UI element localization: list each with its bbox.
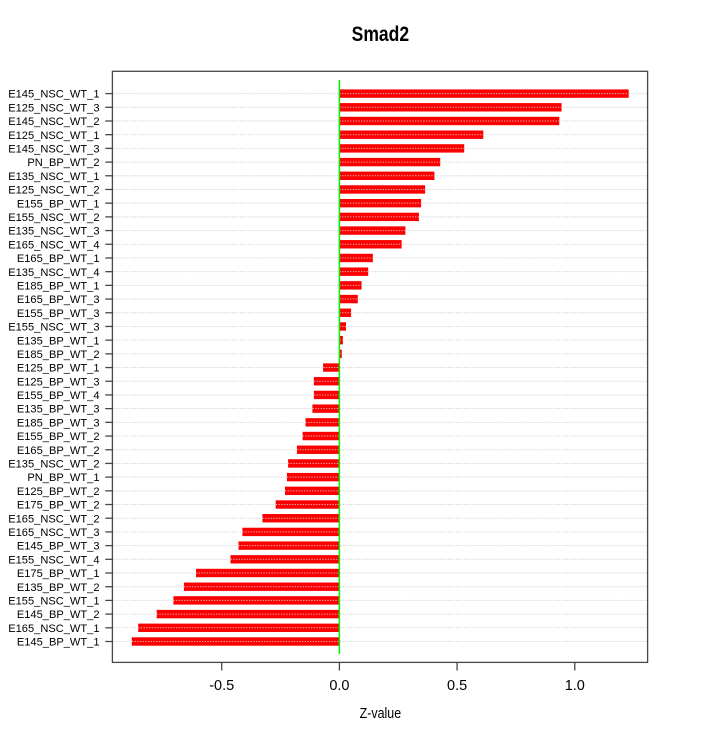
svg-text:E135_BP_WT_3: E135_BP_WT_3	[17, 404, 100, 416]
svg-text:Smad2: Smad2	[352, 22, 410, 46]
svg-text:PN_BP_WT_1: PN_BP_WT_1	[27, 472, 99, 484]
svg-text:E135_NSC_WT_1: E135_NSC_WT_1	[8, 171, 99, 183]
svg-text:E185_BP_WT_2: E185_BP_WT_2	[17, 349, 100, 361]
svg-text:E155_NSC_WT_1: E155_NSC_WT_1	[8, 596, 99, 608]
svg-text:E155_BP_WT_4: E155_BP_WT_4	[17, 390, 100, 402]
svg-text:E155_NSC_WT_3: E155_NSC_WT_3	[8, 322, 99, 334]
svg-text:E135_NSC_WT_4: E135_NSC_WT_4	[8, 267, 99, 279]
svg-text:E165_NSC_WT_1: E165_NSC_WT_1	[8, 623, 99, 635]
svg-text:0.0: 0.0	[329, 678, 349, 694]
svg-text:E145_BP_WT_3: E145_BP_WT_3	[17, 541, 100, 553]
svg-text:E145_NSC_WT_1: E145_NSC_WT_1	[8, 89, 99, 101]
svg-text:E145_NSC_WT_3: E145_NSC_WT_3	[8, 143, 99, 155]
svg-text:E125_BP_WT_2: E125_BP_WT_2	[17, 486, 100, 498]
svg-text:E165_BP_WT_3: E165_BP_WT_3	[17, 294, 100, 306]
svg-text:E125_NSC_WT_1: E125_NSC_WT_1	[8, 130, 99, 142]
svg-text:E165_NSC_WT_4: E165_NSC_WT_4	[8, 239, 99, 251]
svg-text:E175_BP_WT_2: E175_BP_WT_2	[17, 500, 100, 512]
svg-text:E165_NSC_WT_3: E165_NSC_WT_3	[8, 527, 99, 539]
svg-text:E155_NSC_WT_4: E155_NSC_WT_4	[8, 554, 99, 566]
svg-text:E135_NSC_WT_2: E135_NSC_WT_2	[8, 459, 99, 471]
svg-text:E145_NSC_WT_2: E145_NSC_WT_2	[8, 116, 99, 128]
svg-text:E125_NSC_WT_3: E125_NSC_WT_3	[8, 102, 99, 114]
svg-text:E165_BP_WT_2: E165_BP_WT_2	[17, 445, 100, 457]
svg-text:E155_BP_WT_2: E155_BP_WT_2	[17, 431, 100, 443]
svg-text:E125_BP_WT_1: E125_BP_WT_1	[17, 363, 100, 375]
svg-text:0.5: 0.5	[447, 678, 467, 694]
svg-text:E155_BP_WT_3: E155_BP_WT_3	[17, 308, 100, 320]
svg-text:E135_NSC_WT_3: E135_NSC_WT_3	[8, 226, 99, 238]
svg-text:E125_NSC_WT_2: E125_NSC_WT_2	[8, 185, 99, 197]
svg-text:E175_BP_WT_1: E175_BP_WT_1	[17, 568, 100, 580]
svg-text:E165_BP_WT_1: E165_BP_WT_1	[17, 253, 100, 265]
svg-text:E165_NSC_WT_2: E165_NSC_WT_2	[8, 513, 99, 525]
svg-text:Z-value: Z-value	[360, 706, 402, 722]
svg-text:E155_BP_WT_1: E155_BP_WT_1	[17, 198, 100, 210]
svg-text:PN_BP_WT_2: PN_BP_WT_2	[27, 157, 99, 169]
svg-text:-0.5: -0.5	[209, 678, 234, 694]
svg-text:E145_BP_WT_1: E145_BP_WT_1	[17, 637, 100, 649]
svg-text:E135_BP_WT_1: E135_BP_WT_1	[17, 335, 100, 347]
svg-text:E185_BP_WT_3: E185_BP_WT_3	[17, 417, 100, 429]
svg-text:1.0: 1.0	[565, 678, 585, 694]
svg-text:E155_NSC_WT_2: E155_NSC_WT_2	[8, 212, 99, 224]
svg-text:E185_BP_WT_1: E185_BP_WT_1	[17, 280, 100, 292]
svg-text:E125_BP_WT_3: E125_BP_WT_3	[17, 376, 100, 388]
svg-text:E135_BP_WT_2: E135_BP_WT_2	[17, 582, 100, 594]
svg-text:E145_BP_WT_2: E145_BP_WT_2	[17, 609, 100, 621]
